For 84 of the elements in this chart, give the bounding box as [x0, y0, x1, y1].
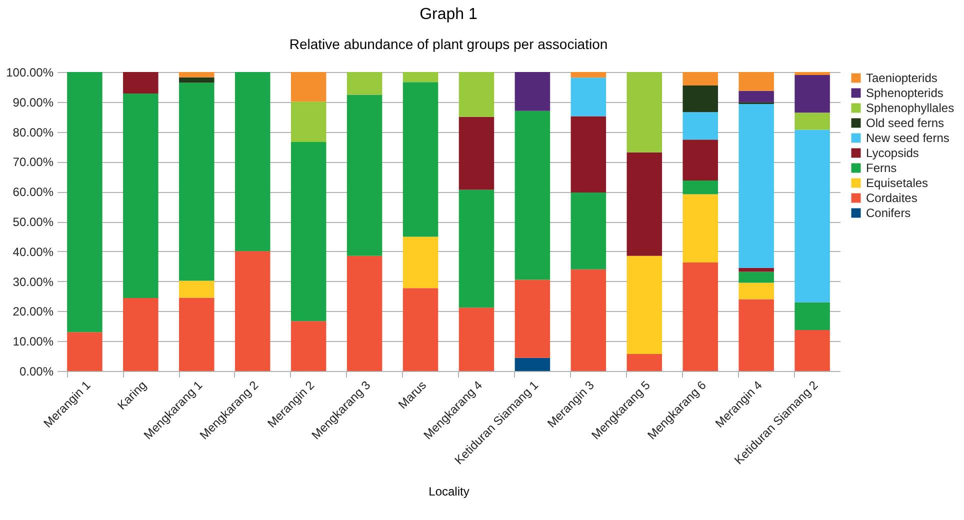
bar [458, 72, 494, 117]
bar [570, 72, 606, 78]
y-tick-label: 60.00% [12, 185, 54, 200]
y-tick-label: 70.00% [12, 155, 54, 170]
y-tick-label: 10.00% [12, 334, 54, 349]
bar [794, 112, 830, 130]
bar [179, 72, 214, 78]
y-tick-label: 40.00% [12, 244, 54, 259]
legend-label: Lycopsids [866, 146, 919, 160]
y-tick-label: 80.00% [12, 125, 54, 140]
bar [682, 85, 718, 112]
bar [67, 332, 102, 371]
bar [682, 262, 718, 371]
bar [123, 298, 158, 371]
bar [234, 251, 270, 371]
bar [682, 180, 718, 194]
bar [402, 288, 438, 371]
bar [402, 82, 438, 237]
bar [626, 72, 662, 152]
bar [682, 194, 718, 262]
bar [290, 72, 326, 102]
bar [346, 256, 382, 371]
y-tick-label: 50.00% [12, 215, 54, 229]
legend-label: New seed ferns [866, 131, 950, 145]
legend-label: Old seed ferns [866, 116, 944, 130]
bar [682, 72, 718, 86]
bar [402, 236, 438, 288]
bar [682, 112, 718, 140]
legend-label: Sphenopterids [866, 86, 944, 100]
bar [626, 152, 662, 256]
bar [738, 72, 774, 91]
bar [514, 110, 550, 280]
bar [682, 140, 718, 181]
bar [794, 130, 830, 302]
bar [570, 269, 606, 371]
bar [794, 72, 830, 75]
bar [346, 94, 382, 256]
bar [738, 104, 774, 268]
legend-label: Sphenophyllales [866, 101, 954, 115]
bar [458, 116, 494, 190]
bar [290, 102, 326, 142]
bar [179, 82, 214, 281]
bar [123, 72, 158, 94]
legend-label: Ferns [866, 161, 897, 175]
bar [346, 72, 382, 95]
bar [738, 268, 774, 272]
bar [179, 280, 214, 298]
x-axis-title: Locality [428, 484, 470, 499]
bar [458, 308, 494, 371]
bar [514, 280, 550, 358]
bar [570, 192, 606, 270]
legend-label: Equisetales [866, 176, 928, 190]
bar [570, 116, 606, 192]
bar [290, 321, 326, 371]
bar [738, 272, 774, 283]
chart-title: Graph 1 [420, 6, 478, 23]
bar [514, 72, 550, 111]
bar [738, 299, 774, 371]
y-tick-label: 100.00% [6, 66, 54, 80]
bar [179, 298, 214, 371]
bar [458, 190, 494, 308]
bar [67, 72, 102, 332]
bar [179, 77, 214, 83]
y-tick-label: 0.00% [19, 364, 54, 378]
chart-subtitle: Relative abundance of plant groups per association [289, 36, 608, 52]
bar [794, 302, 830, 330]
bar [570, 78, 606, 116]
y-tick-label: 30.00% [12, 274, 54, 289]
bar [626, 256, 662, 354]
bar [794, 74, 830, 113]
bar [123, 94, 158, 298]
bar [234, 72, 270, 252]
bar [290, 142, 326, 322]
y-tick-label: 20.00% [12, 304, 54, 319]
bar [402, 72, 438, 82]
legend-label: Cordaites [866, 191, 918, 205]
legend-label: Conifers [866, 206, 911, 220]
legend-label: Taeniopterids [866, 71, 938, 85]
bar [738, 282, 774, 300]
bar [514, 358, 550, 371]
bar [738, 90, 774, 102]
y-tick-label: 90.00% [12, 95, 54, 110]
bar [626, 354, 662, 371]
bar [794, 330, 830, 371]
